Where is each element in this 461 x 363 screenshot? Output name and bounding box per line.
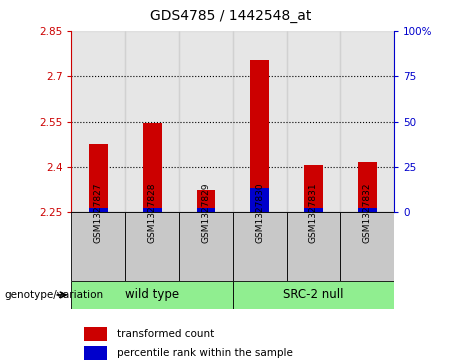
Text: GSM1327827: GSM1327827 xyxy=(94,183,103,243)
Bar xyxy=(89,144,108,212)
Bar xyxy=(179,212,233,281)
Bar xyxy=(89,208,108,212)
Bar xyxy=(250,60,269,212)
Bar xyxy=(125,212,179,281)
Bar xyxy=(125,31,179,212)
Text: GDS4785 / 1442548_at: GDS4785 / 1442548_at xyxy=(150,9,311,23)
Bar xyxy=(233,212,287,281)
Text: transformed count: transformed count xyxy=(117,329,214,339)
Bar xyxy=(71,31,125,212)
Text: GSM1327829: GSM1327829 xyxy=(201,183,210,243)
Bar xyxy=(196,208,215,212)
Bar xyxy=(84,327,107,341)
Text: GSM1327831: GSM1327831 xyxy=(309,183,318,243)
Bar xyxy=(179,31,233,212)
Bar xyxy=(287,31,340,212)
Bar xyxy=(358,208,377,212)
Text: GSM1327832: GSM1327832 xyxy=(363,183,372,243)
Bar xyxy=(250,188,269,212)
Bar xyxy=(71,212,125,281)
Bar xyxy=(143,208,161,212)
Text: SRC-2 null: SRC-2 null xyxy=(283,289,344,301)
Text: GSM1327830: GSM1327830 xyxy=(255,183,264,243)
Text: GSM1327828: GSM1327828 xyxy=(148,183,157,243)
Bar xyxy=(340,212,394,281)
Bar xyxy=(358,163,377,212)
Text: percentile rank within the sample: percentile rank within the sample xyxy=(117,348,293,358)
Bar xyxy=(340,31,394,212)
Bar xyxy=(143,123,161,212)
Text: wild type: wild type xyxy=(125,289,179,301)
Bar xyxy=(304,208,323,212)
Text: genotype/variation: genotype/variation xyxy=(5,290,104,300)
Bar xyxy=(84,346,107,360)
Bar xyxy=(233,281,394,309)
Bar xyxy=(196,189,215,212)
Bar xyxy=(71,281,233,309)
Bar xyxy=(287,212,340,281)
Bar xyxy=(233,31,287,212)
Bar xyxy=(304,166,323,212)
